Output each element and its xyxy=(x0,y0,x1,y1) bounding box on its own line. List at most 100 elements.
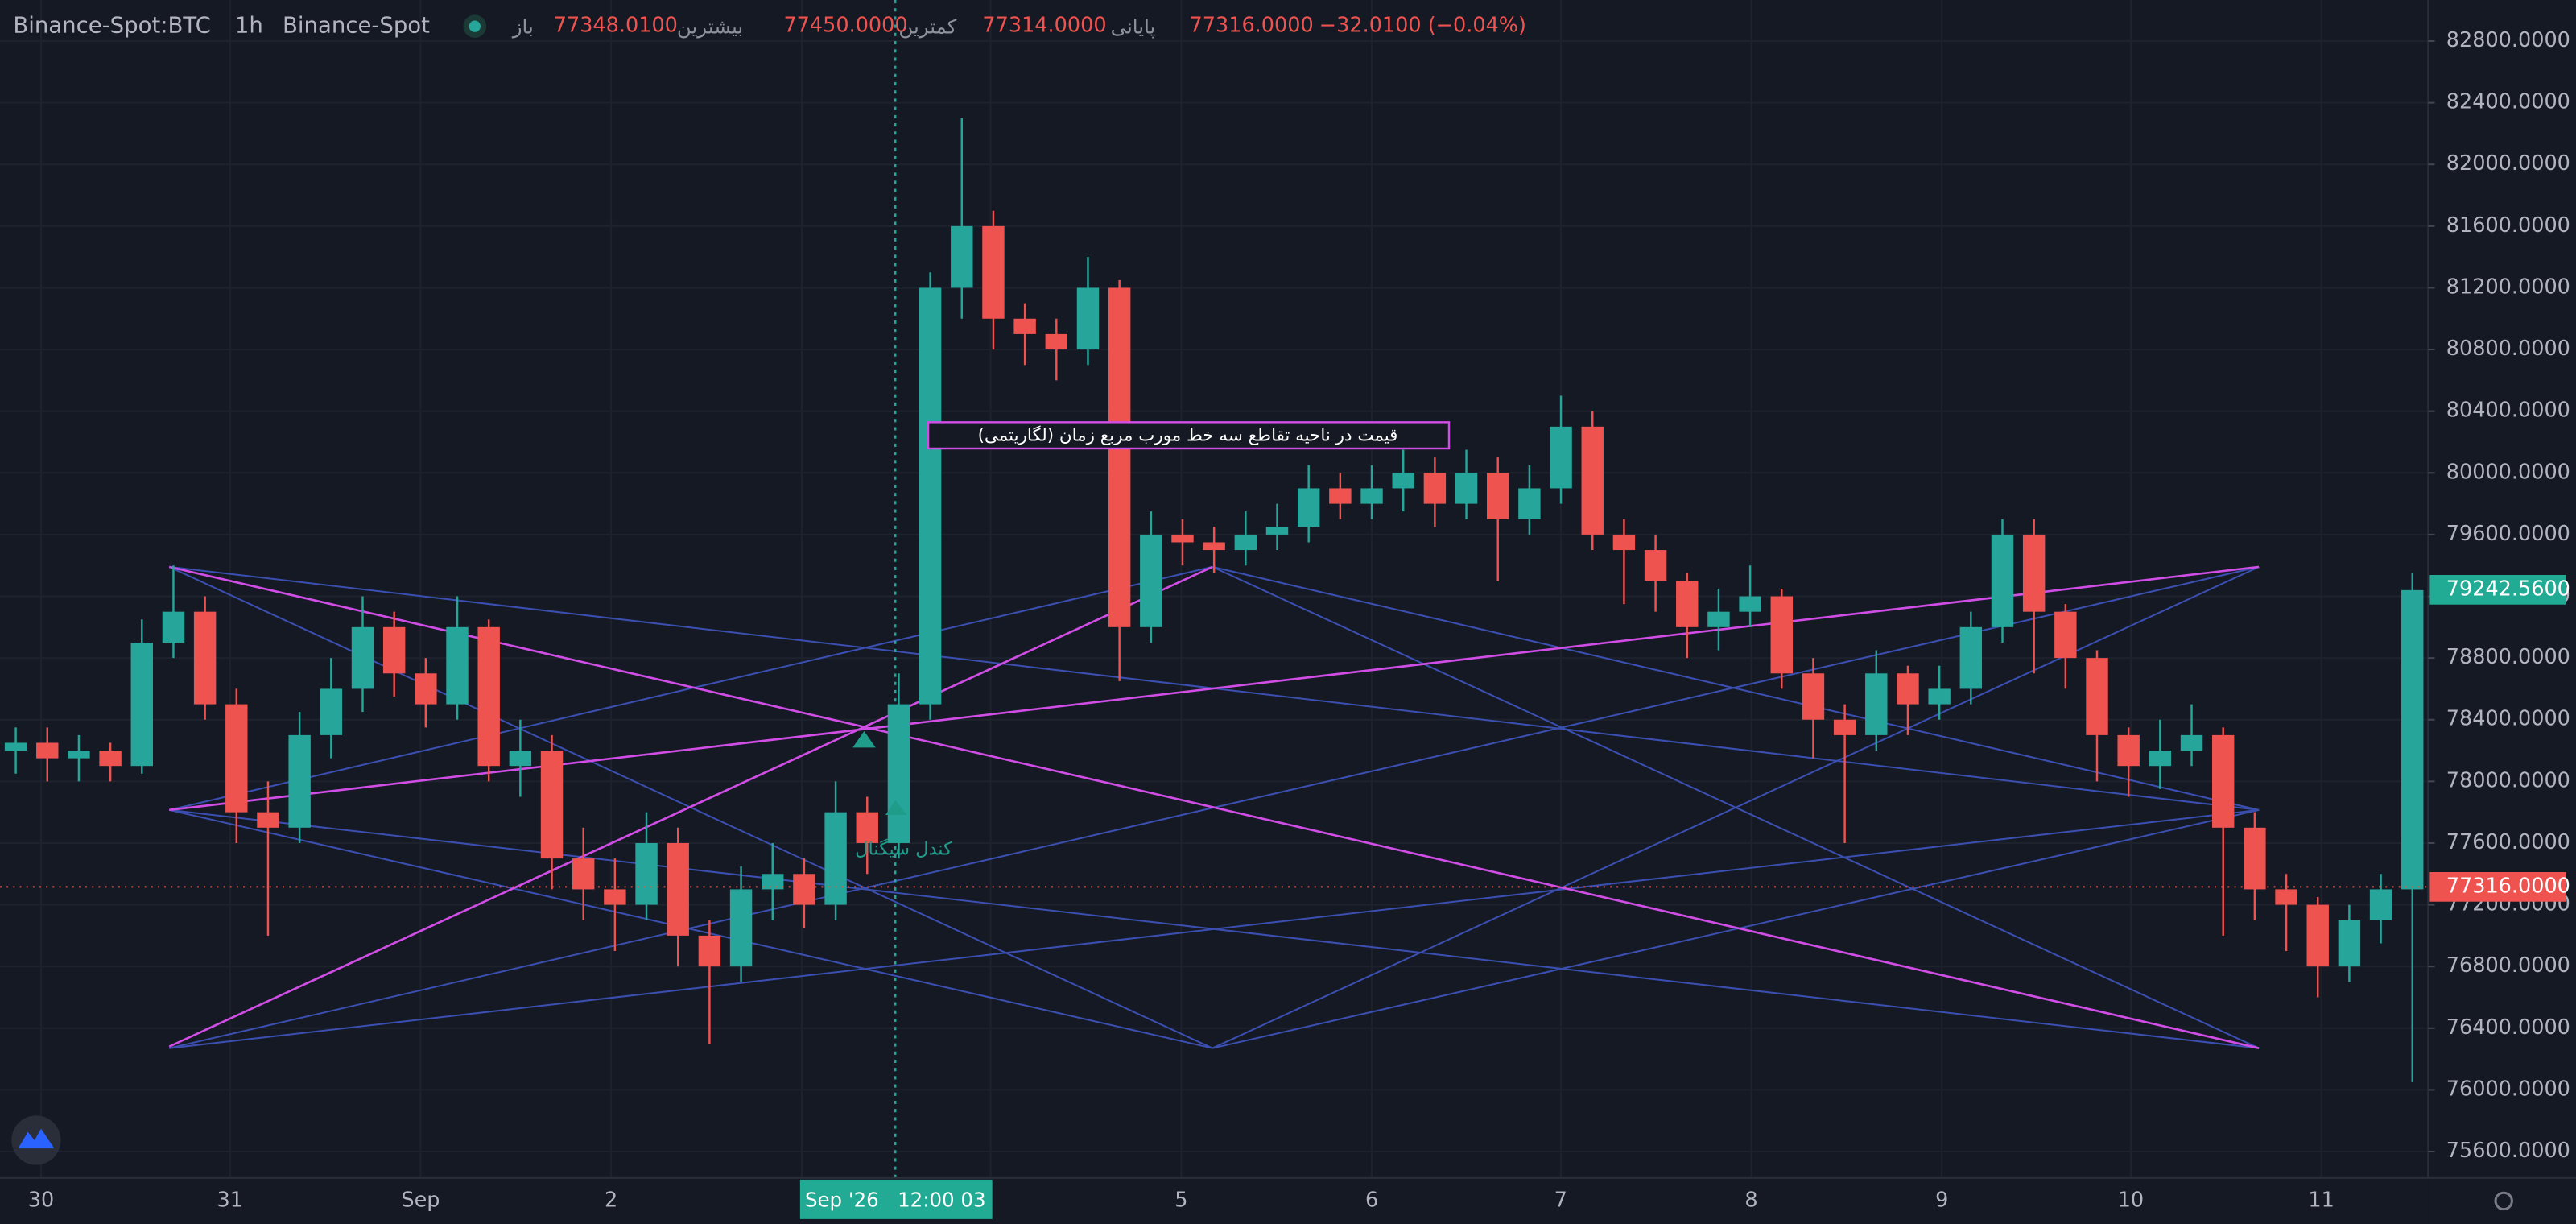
x-tick-label: 5 xyxy=(1174,1188,1187,1212)
signal-label: کندل سیگنال xyxy=(855,837,952,859)
candle-body xyxy=(667,842,689,936)
candle-body xyxy=(2054,611,2077,659)
candle-body xyxy=(1076,287,1100,350)
candle-body xyxy=(1739,596,1761,612)
candle-body xyxy=(382,626,406,674)
candle-body xyxy=(36,742,59,759)
candle-body xyxy=(1171,534,1194,543)
candle-body xyxy=(1423,473,1447,504)
y-tick-label: 80400.0000 xyxy=(2446,399,2570,423)
x-tick-label: 30 xyxy=(28,1188,54,1212)
y-tick-label: 78000.0000 xyxy=(2446,768,2570,792)
current-price-label: 79242.5600 xyxy=(2446,577,2570,601)
candle-body xyxy=(1360,488,1383,504)
candle-body xyxy=(887,704,910,843)
candle-body xyxy=(604,889,626,905)
candle-body xyxy=(477,626,500,767)
candle-body xyxy=(824,812,847,905)
candle-body xyxy=(225,704,248,813)
candle-body xyxy=(698,935,721,967)
candle-body xyxy=(540,751,564,859)
candle-body xyxy=(2211,734,2235,828)
candle-body xyxy=(1833,719,1856,735)
gann-line xyxy=(169,808,2260,1049)
change: −32.0100 (−0.04%) xyxy=(1319,14,1526,38)
candle-body xyxy=(2022,534,2046,612)
candle-body xyxy=(1234,534,1257,551)
candle-body xyxy=(1392,473,1414,489)
y-tick-label: 76800.0000 xyxy=(2446,953,2570,978)
x-tick-label: 11 xyxy=(2308,1188,2334,1212)
gann-square xyxy=(168,565,2260,1049)
candle-body xyxy=(1487,473,1509,519)
candle-body xyxy=(951,225,973,288)
y-tick-label: 82800.0000 xyxy=(2446,28,2570,52)
candle-body xyxy=(162,611,185,643)
candle-body xyxy=(1297,488,1320,527)
candle-body xyxy=(1991,534,2014,627)
ohlc-label: پایانی xyxy=(1111,15,1156,39)
ohlc-value: 77450.0000 xyxy=(783,14,907,38)
candle-body xyxy=(1897,673,1919,705)
candle-body xyxy=(2338,920,2361,967)
y-tick-label: 81200.0000 xyxy=(2446,275,2570,299)
candle-body xyxy=(793,874,815,905)
candle-body xyxy=(1612,534,1636,551)
candle-body xyxy=(1928,688,1951,705)
x-tick-label: 6 xyxy=(1365,1188,1378,1212)
candle-body xyxy=(351,626,374,689)
candle-body xyxy=(415,673,437,705)
candle-body xyxy=(2306,904,2329,967)
gann-line-main xyxy=(168,565,2260,1049)
candle-body xyxy=(1108,287,1131,627)
candle-body xyxy=(320,688,343,735)
candle-body xyxy=(509,751,532,767)
candle-body xyxy=(2401,589,2424,890)
gann-line xyxy=(1212,808,2260,1049)
candle-body xyxy=(982,225,1005,319)
y-tick-label: 80000.0000 xyxy=(2446,460,2570,484)
crosshair-time-box xyxy=(799,1179,993,1219)
candle-body xyxy=(1959,626,1983,689)
y-tick-label: 76400.0000 xyxy=(2446,1015,2570,1040)
annotation-box xyxy=(927,421,1451,450)
candle-body xyxy=(2244,827,2266,890)
ohlc-label: باز xyxy=(511,15,534,39)
x-tick-label: 31 xyxy=(217,1188,242,1212)
candle-body xyxy=(1676,581,1699,627)
x-tick-label: 8 xyxy=(1744,1188,1757,1212)
candle-body xyxy=(1455,473,1478,504)
ohlc-value: 77316.0000 xyxy=(1190,14,1314,38)
candle-body xyxy=(762,874,784,890)
signal-arrow xyxy=(886,800,907,830)
x-tick-label: 10 xyxy=(2118,1188,2144,1212)
candle-body xyxy=(856,812,878,843)
candle-body xyxy=(2180,734,2203,751)
y-tick-label: 82400.0000 xyxy=(2446,90,2570,114)
candle-body xyxy=(1265,527,1289,535)
gann-line xyxy=(1212,565,2260,1049)
candle-body xyxy=(2149,751,2172,767)
ohlc-value: 77314.0000 xyxy=(982,14,1106,38)
logo-mark xyxy=(18,1128,55,1149)
candle-body xyxy=(919,287,942,705)
ohlc-label: کمترین xyxy=(898,15,956,39)
candle-body xyxy=(1550,426,1572,489)
candle-body xyxy=(257,812,279,828)
candle-body xyxy=(2117,734,2140,767)
interval: 1h xyxy=(235,13,263,39)
candle-body xyxy=(446,626,469,705)
y-tick-label: 81600.0000 xyxy=(2446,213,2570,238)
gann-line-main xyxy=(169,565,2260,812)
x-tick-label: 7 xyxy=(1554,1188,1567,1212)
candle-body xyxy=(1581,426,1604,535)
candle-body xyxy=(635,842,658,905)
x-tick-label: 2 xyxy=(605,1188,617,1212)
y-tick-label: 78400.0000 xyxy=(2446,707,2570,731)
settings-icon[interactable] xyxy=(2494,1191,2513,1211)
y-tick-label: 82000.0000 xyxy=(2446,151,2570,176)
gann-line xyxy=(168,808,1213,1049)
gann-line-main xyxy=(168,565,1213,1048)
